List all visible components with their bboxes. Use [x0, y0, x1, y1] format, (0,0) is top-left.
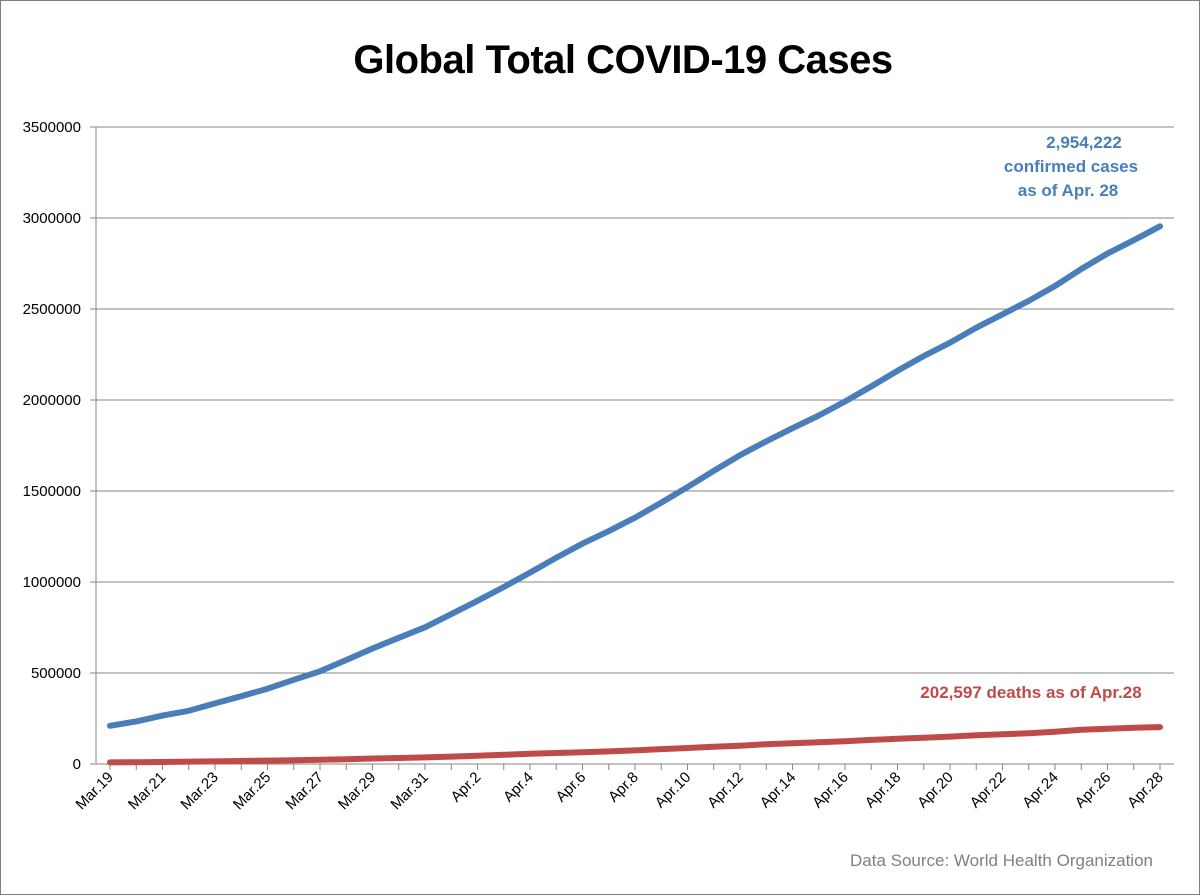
x-tick-label: Apr.6 — [553, 769, 590, 806]
data-source-note: Data Source: World Health Organization — [850, 851, 1153, 870]
y-axis-ticks: 0 500000 1000000 1500000 2000000 2500000 30000… — [23, 119, 96, 773]
gridlines — [96, 126, 1174, 674]
axes — [95, 127, 1174, 765]
y-tick-label: 3500000 — [23, 119, 81, 136]
cases-annotation-line-3: as of Apr. 28 — [1018, 181, 1118, 200]
y-tick-label: 1500000 — [23, 483, 81, 500]
cases-annotation-line-2: confirmed cases — [1004, 157, 1138, 176]
x-tick-label: Apr.12 — [704, 769, 747, 812]
series-lines — [107, 223, 1163, 766]
x-tick-label: Apr.16 — [809, 769, 852, 812]
x-tick-label: Mar.29 — [335, 769, 379, 813]
y-tick-label: 500000 — [31, 665, 81, 682]
x-axis-ticks: Mar.19 Mar.21 Mar.23 Mar.25 Mar.27 Mar.29 Mar.… — [72, 764, 1167, 813]
y-tick-label: 1000000 — [23, 574, 81, 591]
x-tick-label: Apr.28 — [1124, 769, 1167, 812]
x-tick-label: Apr.18 — [862, 769, 905, 812]
cases-annotation-line-1: 2,954,222 — [1046, 133, 1122, 152]
annotations: 2,954,222 confirmed cases as of Apr. 28 … — [850, 133, 1153, 870]
x-tick-label: Mar.23 — [177, 769, 221, 813]
x-tick-label: Apr.4 — [500, 769, 537, 806]
confirmed-cases-line — [107, 223, 1163, 729]
x-tick-label: Apr.10 — [652, 769, 695, 812]
x-tick-label: Mar.31 — [387, 769, 431, 813]
x-tick-label: Apr.22 — [967, 769, 1010, 812]
chart-title: Global Total COVID-19 Cases — [353, 38, 893, 82]
x-tick-label: Apr.26 — [1072, 769, 1115, 812]
x-tick-label: Apr.24 — [1019, 769, 1062, 812]
y-tick-label: 2500000 — [23, 301, 81, 318]
x-tick-label: Apr.20 — [914, 769, 957, 812]
y-tick-label: 3000000 — [23, 210, 81, 227]
x-tick-label: Mar.21 — [125, 769, 169, 813]
x-tick-label: Apr.2 — [448, 769, 485, 806]
deaths-annotation: 202,597 deaths as of Apr.28 — [920, 683, 1141, 702]
x-tick-label: Apr.8 — [605, 769, 642, 806]
x-tick-label: Mar.19 — [72, 769, 116, 813]
y-tick-label: 0 — [73, 756, 81, 773]
x-tick-label: Mar.27 — [282, 769, 326, 813]
x-tick-label: Mar.25 — [230, 769, 274, 813]
x-tick-label: Apr.14 — [757, 769, 800, 812]
y-tick-label: 2000000 — [23, 392, 81, 409]
deaths-line — [107, 724, 1163, 766]
